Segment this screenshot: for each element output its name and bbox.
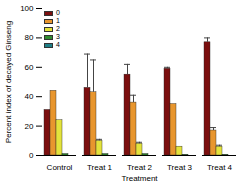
svg-text:60: 60	[25, 63, 34, 72]
html-text:3: 3	[56, 33, 60, 40]
svg-text:Treat 4: Treat 4	[207, 163, 233, 172]
svg-text:0: 0	[29, 151, 34, 160]
svg-text:Treat 1: Treat 1	[87, 163, 113, 172]
html-text:0: 0	[56, 9, 60, 16]
svg-text:100: 100	[20, 4, 34, 13]
svg-text:80: 80	[25, 33, 34, 42]
svg-text:Treatment: Treatment	[121, 174, 158, 183]
svg-text:Control: Control	[47, 163, 73, 172]
html-text:2: 2	[56, 25, 60, 32]
html-text:4: 4	[56, 41, 60, 48]
svg-text:Treat 3: Treat 3	[167, 163, 193, 172]
svg-text:20: 20	[25, 122, 34, 131]
html-text:1: 1	[56, 17, 60, 24]
svg-text:40: 40	[25, 92, 34, 101]
svg-text:Percent index of decayed Ginse: Percent index of decayed Ginseng	[4, 21, 13, 143]
svg-text:Treat 2: Treat 2	[127, 163, 153, 172]
